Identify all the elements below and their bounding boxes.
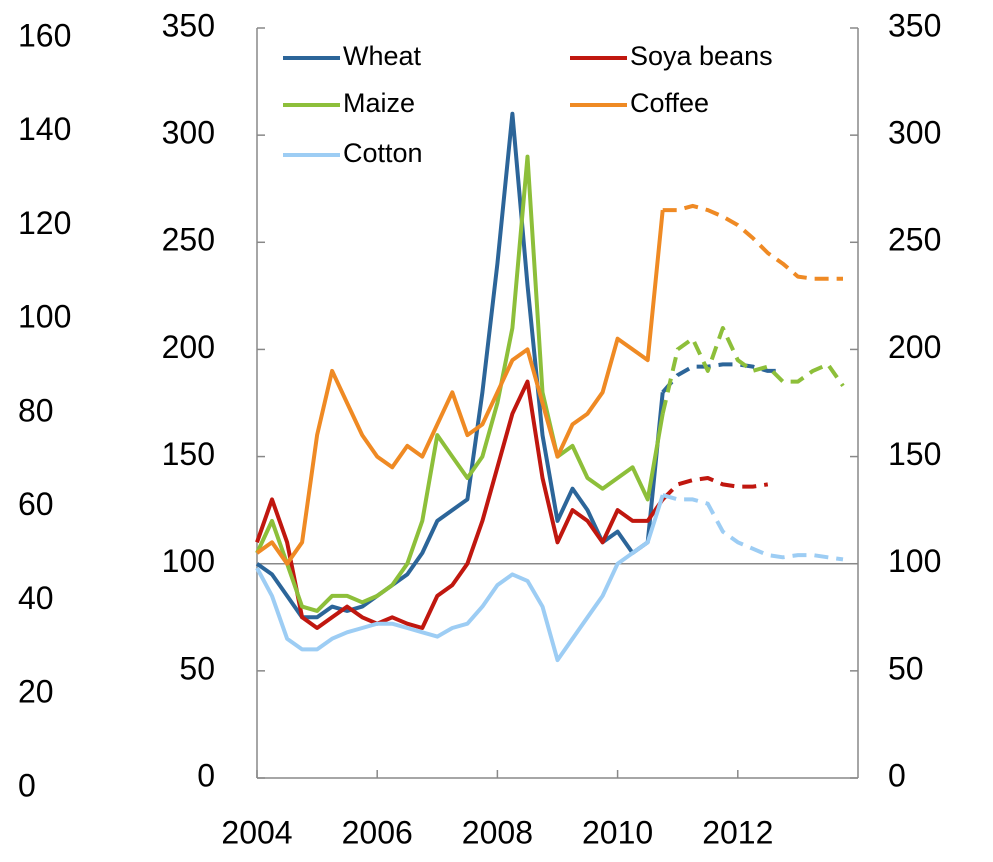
y-tick-label: 0 [197,757,215,793]
y-tick-label: 200 [162,329,215,365]
forecast-line [660,326,845,415]
y2-tick-label: 350 [888,7,941,43]
series-line [255,111,665,620]
forecast-line [662,493,844,562]
legend-label: Soya beans [630,41,773,71]
series-line [255,209,665,566]
series-line [255,494,665,663]
y2-tick-label: 250 [888,222,941,258]
series-line [255,379,665,630]
y-tick-label: 150 [162,436,215,472]
y2-tick-label: 100 [888,543,941,579]
legend-label: Wheat [343,41,422,71]
y3-tick-label: 60 [18,486,54,522]
y3-tick-label: 20 [18,674,54,710]
x-tick-label: 2008 [462,814,533,850]
x-tick-label: 2012 [702,814,773,850]
x-tick-label: 2006 [342,814,413,850]
legend-label: Maize [343,88,415,118]
y2-tick-label: 300 [888,115,941,151]
y3-tick-label: 160 [18,17,71,53]
y3-tick-label: 140 [18,111,71,147]
forecast-line [662,203,843,281]
legend-label: Coffee [630,88,709,118]
y3-tick-label: 120 [18,205,71,241]
legend-label: Cotton [343,138,423,168]
x-tick-label: 2010 [582,814,653,850]
y-tick-label: 250 [162,222,215,258]
y-tick-label: 350 [162,7,215,43]
y-tick-label: 300 [162,115,215,151]
series-line [255,154,665,613]
forecast-line [661,476,769,501]
y2-tick-label: 200 [888,329,941,365]
y-tick-label: 50 [179,650,215,686]
y3-tick-label: 80 [18,392,54,428]
x-tick-label: 2004 [221,814,292,850]
y3-tick-label: 0 [18,767,36,803]
y-tick-label: 100 [162,543,215,579]
y3-tick-label: 100 [18,299,71,335]
y2-tick-label: 150 [888,436,941,472]
y2-tick-label: 50 [888,650,924,686]
y3-tick-label: 40 [18,580,54,616]
y2-tick-label: 0 [888,757,906,793]
